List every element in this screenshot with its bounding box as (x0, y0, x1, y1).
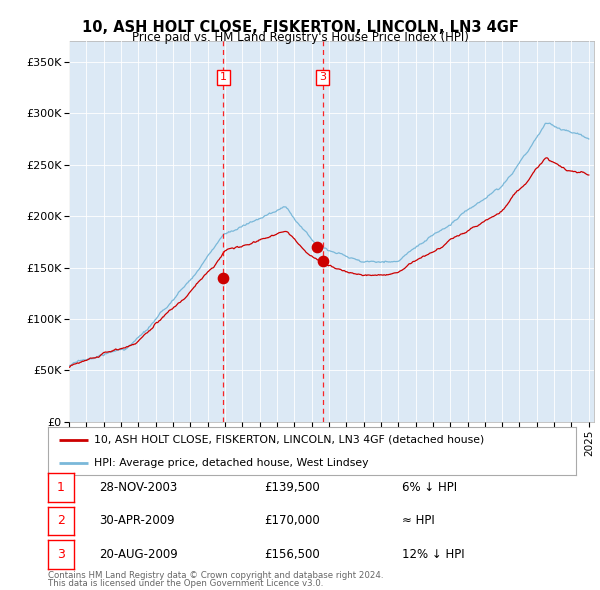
Text: 2: 2 (57, 514, 65, 527)
Text: 30-APR-2009: 30-APR-2009 (99, 514, 175, 527)
Text: This data is licensed under the Open Government Licence v3.0.: This data is licensed under the Open Gov… (48, 579, 323, 588)
Text: ≈ HPI: ≈ HPI (402, 514, 435, 527)
Point (313, 242, 322, 252)
Text: Contains HM Land Registry data © Crown copyright and database right 2024.: Contains HM Land Registry data © Crown c… (48, 571, 383, 580)
Text: £156,500: £156,500 (264, 548, 320, 561)
Text: £170,000: £170,000 (264, 514, 320, 527)
Text: 3: 3 (319, 73, 326, 83)
Text: HPI: Average price, detached house, West Lindsey: HPI: Average price, detached house, West… (94, 458, 369, 468)
Text: 28-NOV-2003: 28-NOV-2003 (99, 481, 177, 494)
Text: 10, ASH HOLT CLOSE, FISKERTON, LINCOLN, LN3 4GF: 10, ASH HOLT CLOSE, FISKERTON, LINCOLN, … (82, 20, 518, 35)
Text: 1: 1 (57, 481, 65, 494)
Text: 12% ↓ HPI: 12% ↓ HPI (402, 548, 464, 561)
Text: 3: 3 (57, 548, 65, 561)
Point (218, 274, 228, 283)
Text: 6% ↓ HPI: 6% ↓ HPI (402, 481, 457, 494)
Text: Price paid vs. HM Land Registry's House Price Index (HPI): Price paid vs. HM Land Registry's House … (131, 31, 469, 44)
Text: 10, ASH HOLT CLOSE, FISKERTON, LINCOLN, LN3 4GF (detached house): 10, ASH HOLT CLOSE, FISKERTON, LINCOLN, … (94, 435, 485, 445)
Text: £139,500: £139,500 (264, 481, 320, 494)
Text: 20-AUG-2009: 20-AUG-2009 (99, 548, 178, 561)
Text: 1: 1 (220, 73, 227, 83)
Point (318, 256, 328, 266)
